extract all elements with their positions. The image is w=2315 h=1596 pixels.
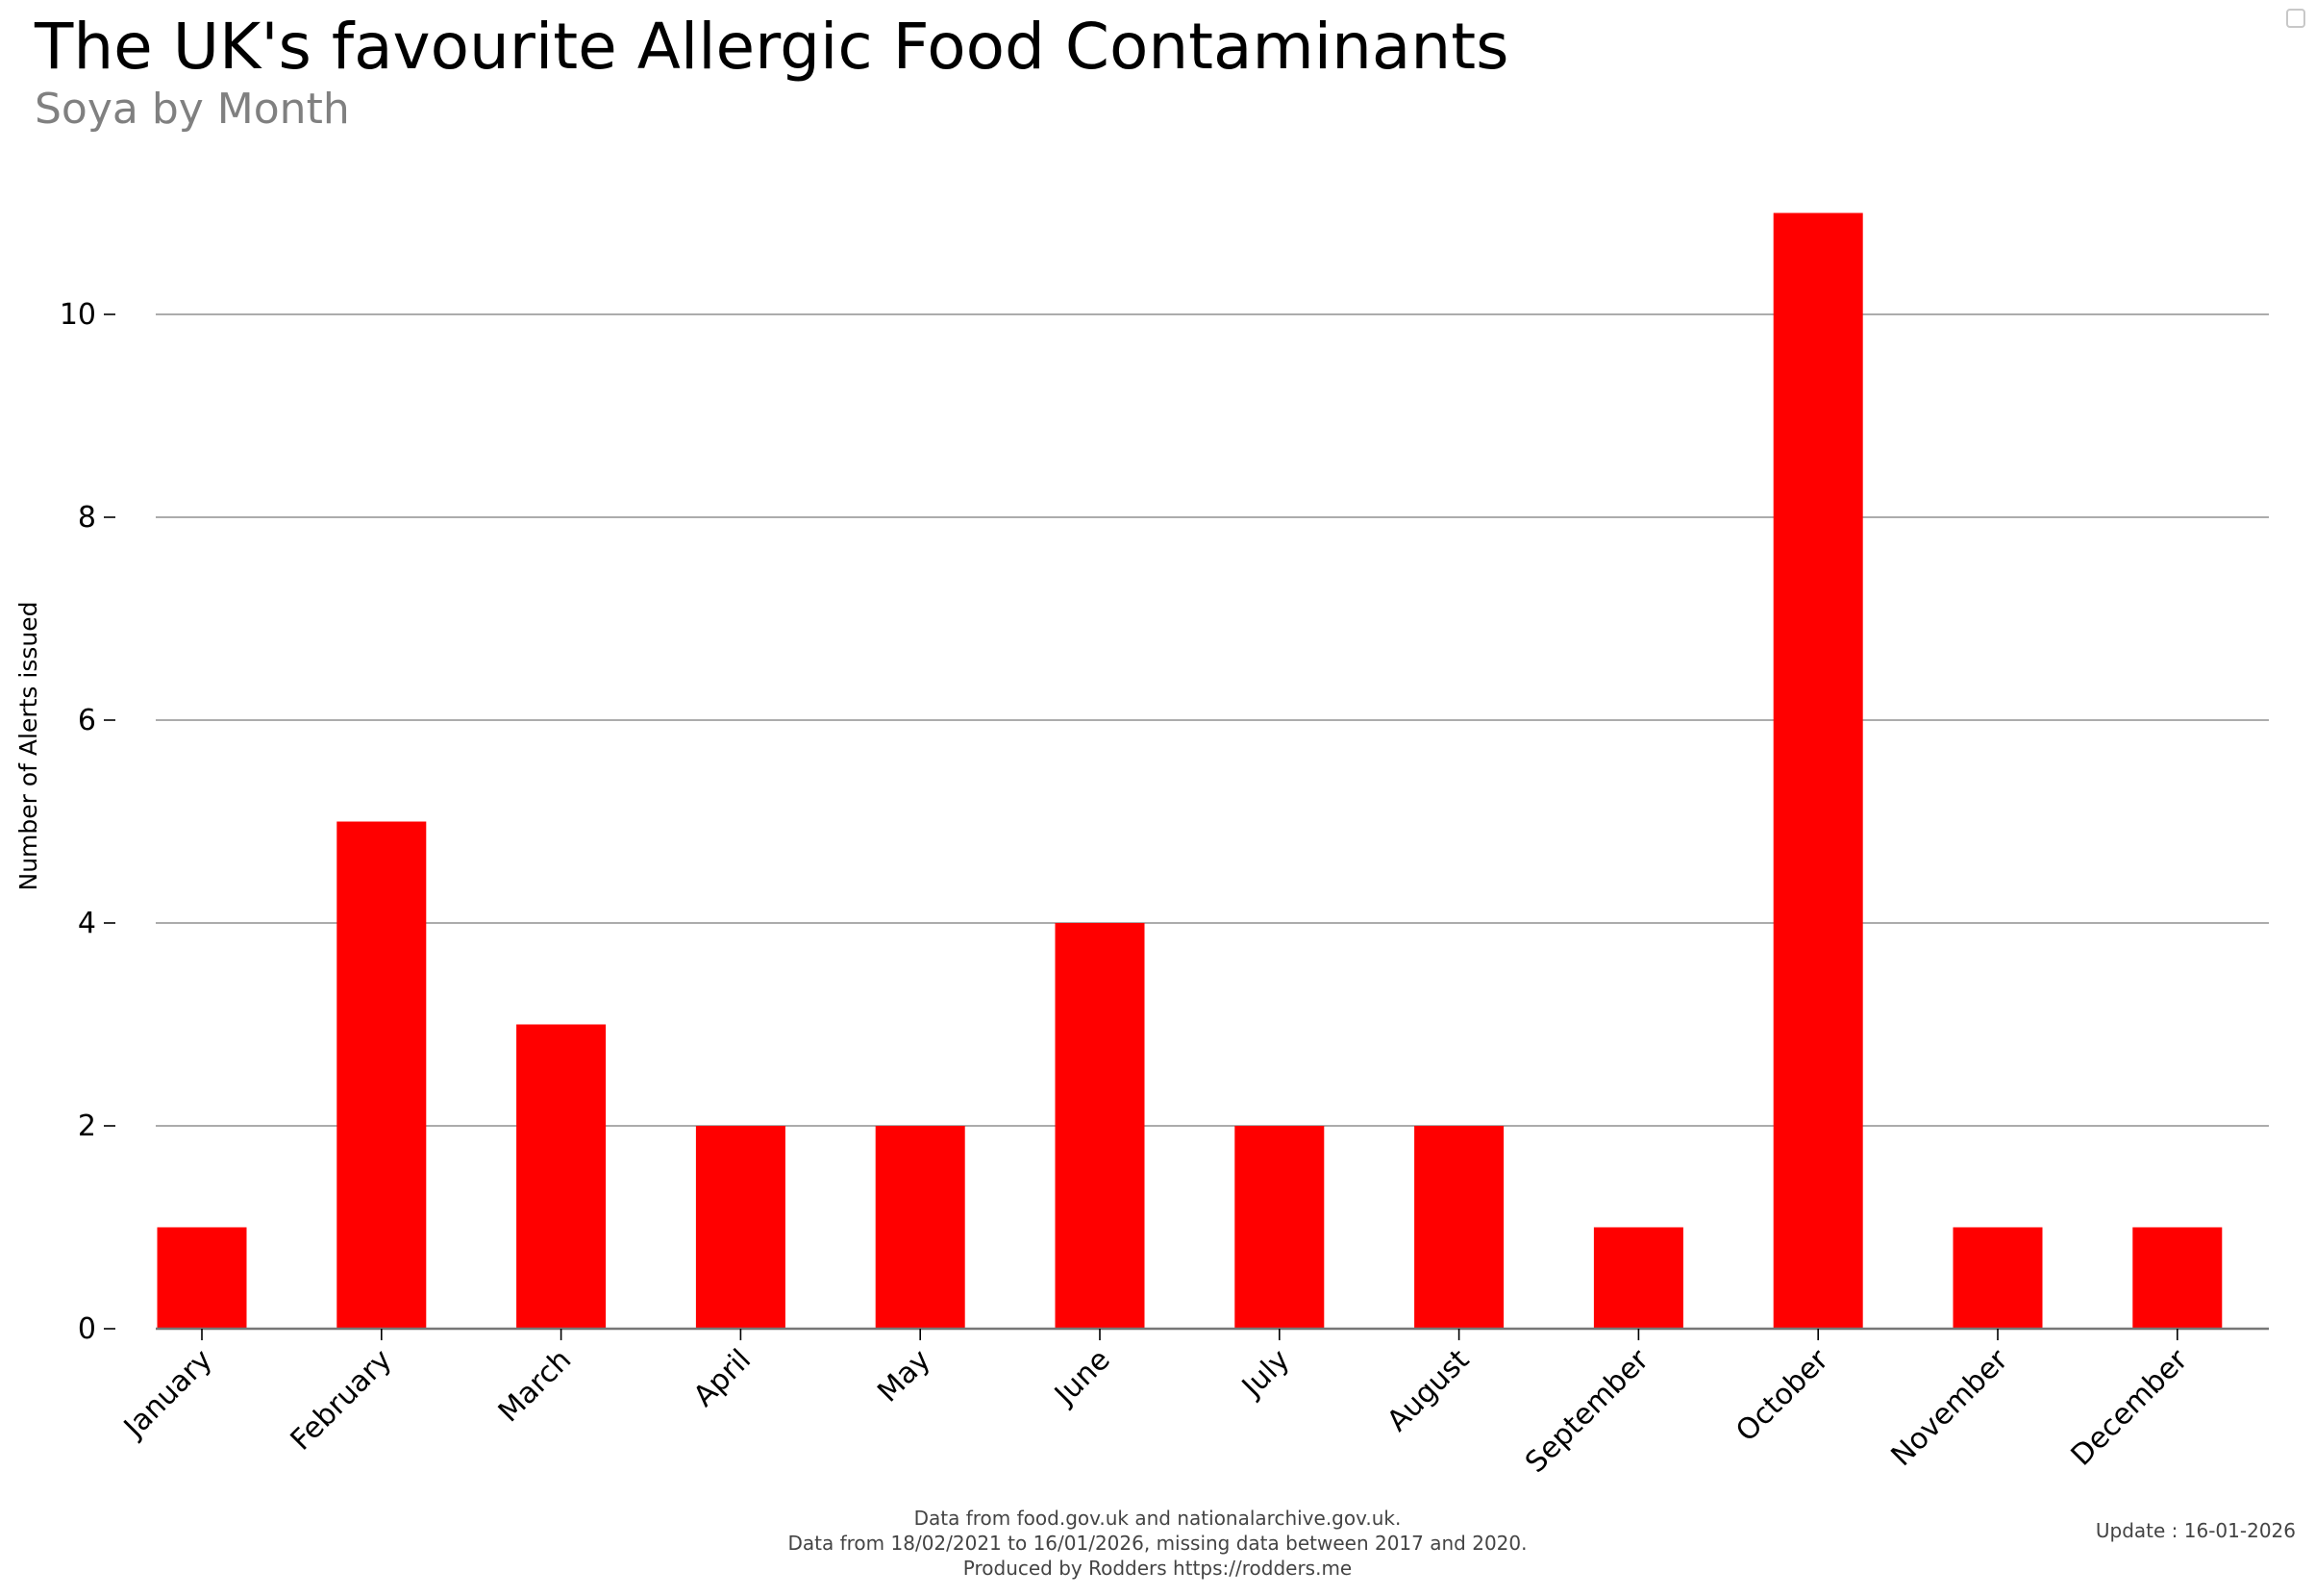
x-tick-label: February bbox=[285, 1343, 399, 1458]
bar-february bbox=[336, 821, 427, 1329]
x-tick-label: December bbox=[2065, 1342, 2195, 1472]
bar-march bbox=[516, 1024, 607, 1329]
y-axis-label: Number of Alerts issued bbox=[14, 602, 42, 891]
gridlines bbox=[156, 313, 2269, 1127]
x-tick-label: September bbox=[1519, 1342, 1655, 1479]
x-tick-label: April bbox=[687, 1343, 758, 1413]
bar-july bbox=[1234, 1126, 1325, 1329]
bar-october bbox=[1773, 212, 1863, 1329]
chart-subtitle: Soya by Month bbox=[35, 85, 350, 134]
y-tick-label: 4 bbox=[78, 907, 96, 940]
x-tick-label: May bbox=[871, 1343, 937, 1409]
bar-december bbox=[2132, 1227, 2223, 1329]
bar-january bbox=[157, 1227, 247, 1329]
bar-november bbox=[1953, 1227, 2043, 1329]
x-tick-label: November bbox=[1885, 1342, 2016, 1473]
y-tick-label: 2 bbox=[78, 1110, 96, 1143]
x-tick-label: June bbox=[1047, 1343, 1116, 1412]
x-tick-label: August bbox=[1381, 1343, 1476, 1438]
x-tick-label: January bbox=[116, 1343, 219, 1446]
bar-june bbox=[1055, 923, 1145, 1329]
y-tick-label: 6 bbox=[78, 704, 96, 737]
y-tick-label: 8 bbox=[78, 501, 96, 535]
x-tick-label: July bbox=[1234, 1343, 1296, 1405]
y-tick-label: 0 bbox=[78, 1312, 96, 1346]
footer-line-date-range: Data from 18/02/2021 to 16/01/2026, miss… bbox=[787, 1532, 1528, 1555]
footer-line-producer: Produced by Rodders https://rodders.me bbox=[962, 1557, 1353, 1580]
y-tick-label: 10 bbox=[60, 298, 96, 332]
x-tick-label: October bbox=[1730, 1342, 1835, 1448]
bar-september bbox=[1593, 1227, 1683, 1329]
bar-august bbox=[1414, 1126, 1505, 1329]
footer-credits: Data from food.gov.uk and nationalarchiv… bbox=[0, 1506, 2315, 1581]
update-date: Update : 16-01-2026 bbox=[2095, 1519, 2296, 1542]
bars bbox=[157, 212, 2223, 1329]
footer-line-sources: Data from food.gov.uk and nationalarchiv… bbox=[913, 1507, 1402, 1530]
bar-may bbox=[875, 1126, 965, 1329]
x-tick-label: March bbox=[492, 1343, 578, 1429]
legend-toggle-box[interactable] bbox=[2286, 9, 2305, 28]
chart-title: The UK's favourite Allergic Food Contami… bbox=[35, 10, 1509, 84]
bar-april bbox=[695, 1126, 785, 1329]
